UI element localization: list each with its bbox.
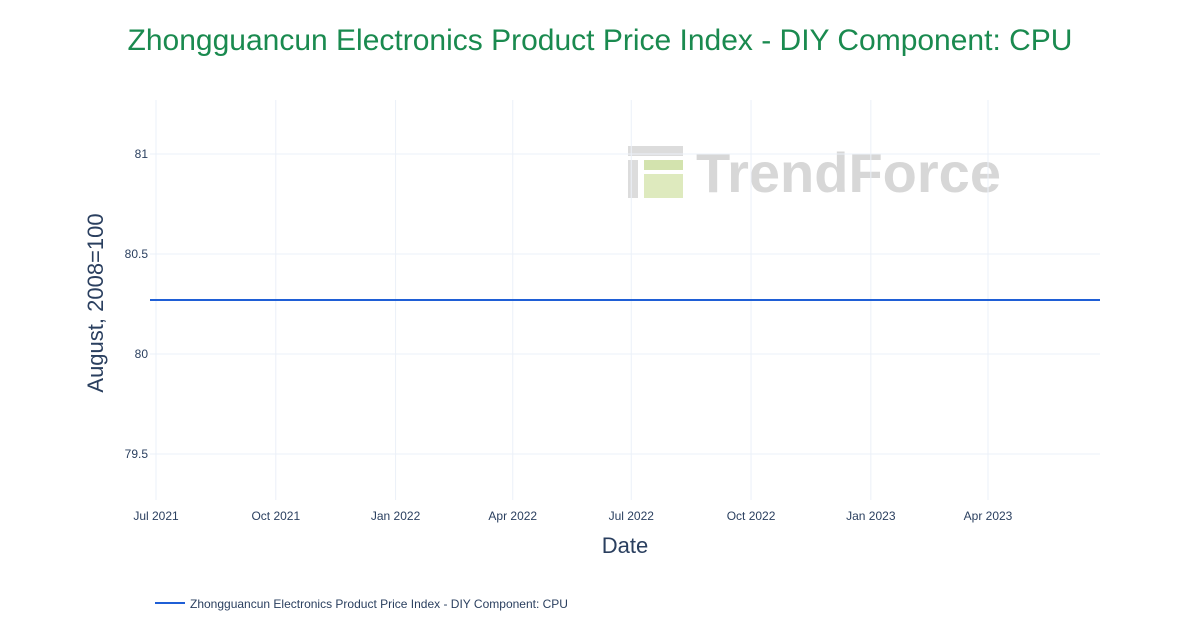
- y-tick-label: 80: [135, 347, 149, 361]
- y-axis-title: August, 2008=100: [83, 213, 108, 392]
- y-tick-labels: 79.5 80 80.5 81: [125, 147, 149, 461]
- x-tick-label: Oct 2021: [251, 509, 300, 523]
- x-tick-label: Apr 2023: [964, 509, 1013, 523]
- x-tick-label: Jan 2023: [846, 509, 896, 523]
- legend[interactable]: Zhongguancun Electronics Product Price I…: [155, 597, 568, 611]
- x-tick-label: Apr 2022: [488, 509, 537, 523]
- y-gridlines: [150, 153, 1100, 455]
- watermark-text: TrendForce: [696, 141, 1001, 204]
- x-tick-label: Oct 2022: [727, 509, 776, 523]
- watermark-logo: TrendForce: [628, 141, 1001, 204]
- x-tick-label: Jul 2022: [609, 509, 655, 523]
- x-tick-label: Jul 2021: [133, 509, 179, 523]
- y-tick-label: 80.5: [125, 247, 149, 261]
- trendforce-logo-icon: [628, 146, 683, 198]
- x-axis-title: Date: [602, 533, 648, 558]
- y-tick-label: 79.5: [125, 447, 149, 461]
- chart-title: Zhongguancun Electronics Product Price I…: [128, 24, 1073, 57]
- x-tick-labels: Jul 2021 Oct 2021 Jan 2022 Apr 2022 Jul 2022…: [133, 509, 1012, 523]
- x-tick-label: Jan 2022: [371, 509, 421, 523]
- y-tick-label: 81: [135, 147, 149, 161]
- legend-item-label: Zhongguancun Electronics Product Price I…: [190, 597, 568, 611]
